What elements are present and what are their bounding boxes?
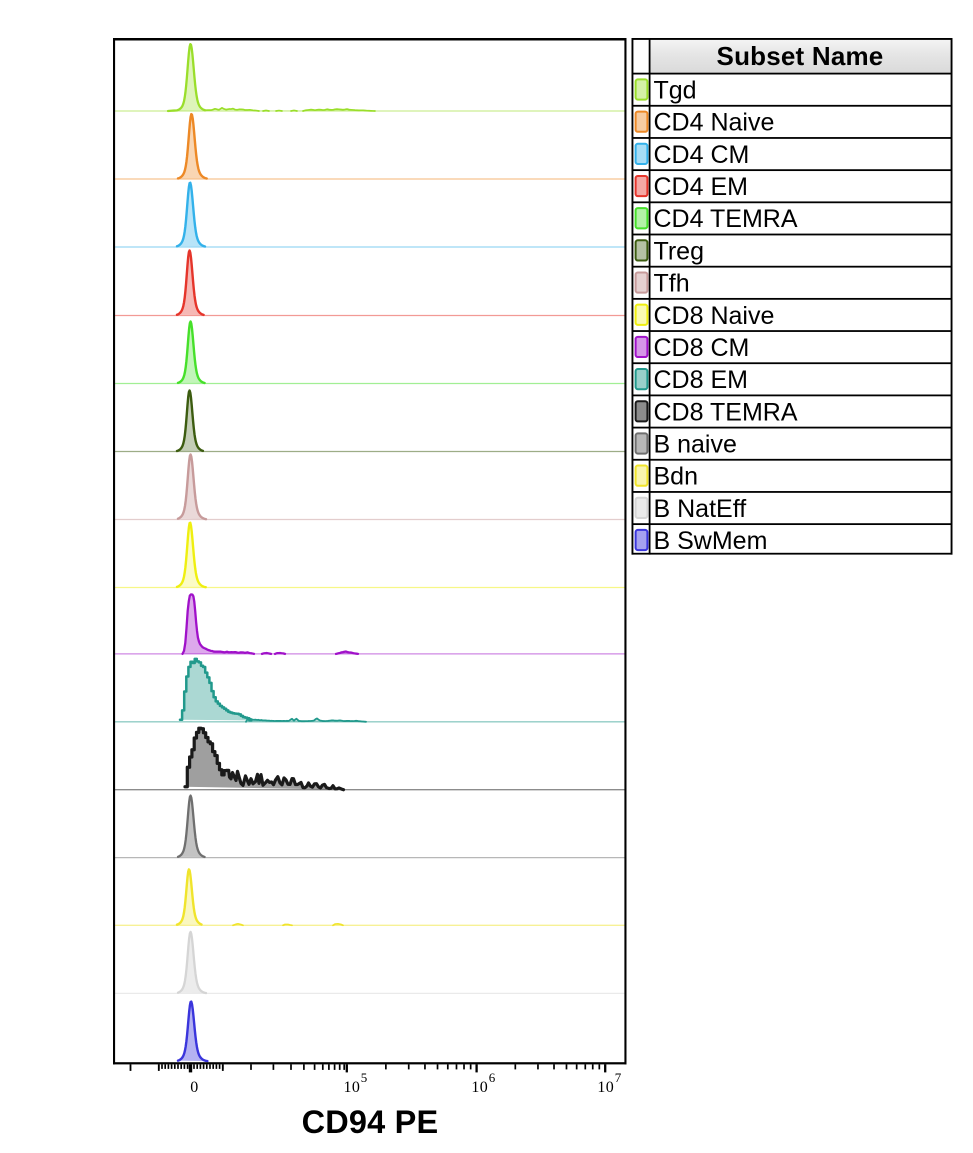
svg-text:7: 7	[615, 1070, 622, 1085]
svg-text:B SwMem: B SwMem	[654, 527, 768, 555]
svg-text:CD8 Naive: CD8 Naive	[654, 302, 775, 330]
svg-text:B NatEff: B NatEff	[654, 495, 747, 523]
svg-text:10: 10	[471, 1079, 488, 1096]
svg-text:CD4 CM: CD4 CM	[654, 141, 750, 169]
svg-text:CD4 EM: CD4 EM	[654, 173, 748, 201]
svg-text:CD8 TEMRA: CD8 TEMRA	[654, 398, 798, 426]
svg-text:CD8 CM: CD8 CM	[654, 334, 750, 362]
svg-text:Subset Name: Subset Name	[717, 41, 884, 71]
svg-text:Tgd: Tgd	[654, 77, 697, 105]
svg-text:6: 6	[489, 1070, 496, 1085]
svg-text:CD94 PE: CD94 PE	[302, 1104, 439, 1140]
svg-text:CD4 TEMRA: CD4 TEMRA	[654, 205, 798, 233]
svg-text:Bdn: Bdn	[654, 463, 698, 491]
svg-text:B naive: B naive	[654, 430, 737, 458]
svg-text:10: 10	[597, 1079, 614, 1096]
svg-text:CD8 EM: CD8 EM	[654, 366, 748, 394]
svg-text:Tfh: Tfh	[654, 270, 690, 298]
svg-text:5: 5	[361, 1070, 368, 1085]
svg-text:0: 0	[190, 1079, 198, 1096]
svg-text:10: 10	[343, 1079, 360, 1096]
svg-text:CD4 Naive: CD4 Naive	[654, 109, 775, 137]
svg-text:Treg: Treg	[654, 237, 704, 265]
